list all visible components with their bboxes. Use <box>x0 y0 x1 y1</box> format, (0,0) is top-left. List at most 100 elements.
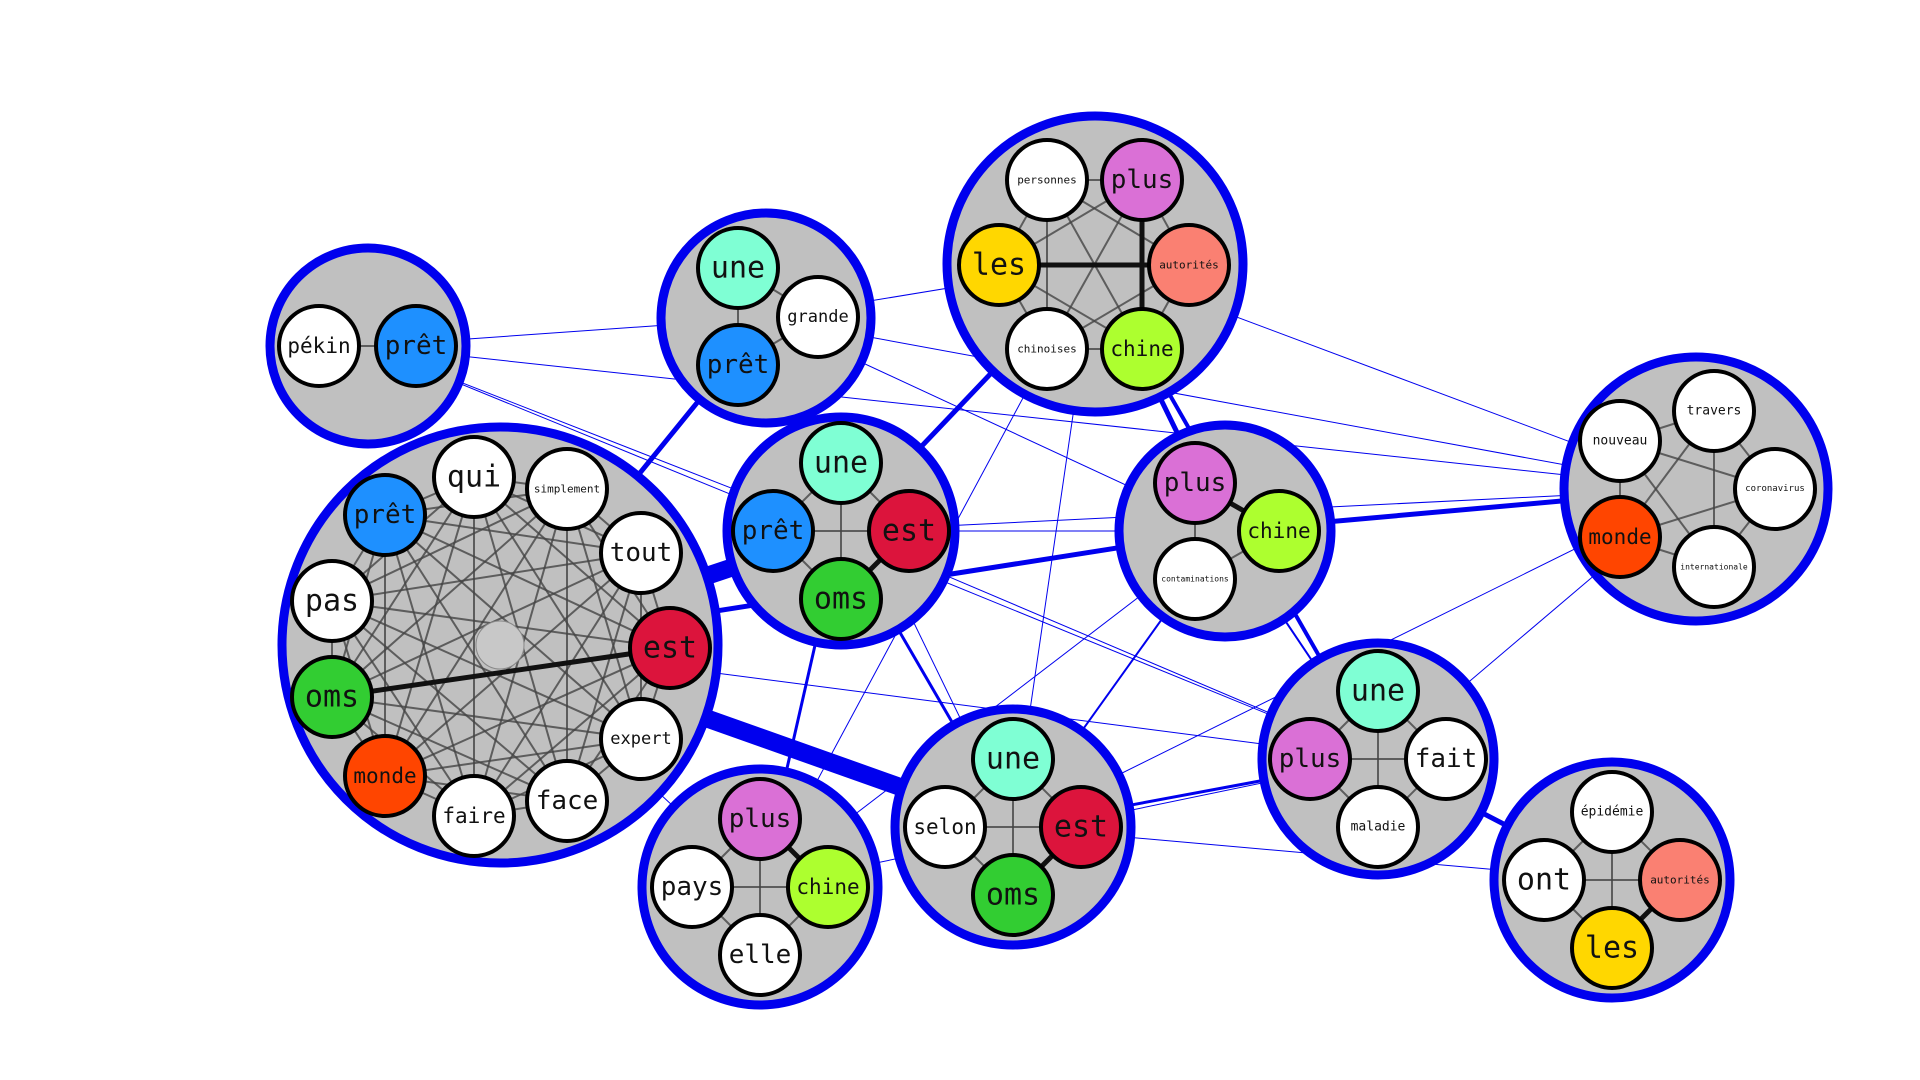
word-edge <box>384 514 475 817</box>
strong-word-edge <box>331 645 671 700</box>
cluster-center-hole <box>475 620 525 670</box>
word-label: les <box>972 248 1026 283</box>
word-label: pas <box>305 584 359 619</box>
word-label: chinoises <box>1017 343 1077 356</box>
word-node-circle <box>432 774 516 858</box>
word-node[interactable]: qui <box>432 435 516 519</box>
word-node-circle <box>1336 785 1420 869</box>
word-edge <box>473 476 671 649</box>
word-node[interactable]: chine <box>1100 307 1184 391</box>
word-node[interactable]: pas <box>290 559 374 643</box>
word-label: plus <box>1279 744 1342 774</box>
word-node[interactable]: plus <box>1100 138 1184 222</box>
cluster-travers: travers coronavirus internationale monde nou… <box>1559 352 1833 626</box>
word-node-circle <box>971 717 1055 801</box>
word-node[interactable]: personnes <box>1005 138 1089 222</box>
word-node[interactable]: fait <box>1404 717 1488 801</box>
word-node[interactable]: expert <box>599 697 683 781</box>
word-node[interactable]: épidémie <box>1570 770 1654 854</box>
word-node-circle <box>432 435 516 519</box>
word-node-circle <box>599 697 683 781</box>
word-edge <box>331 476 475 698</box>
word-node-circle <box>650 845 734 929</box>
word-node-circle <box>1336 649 1420 733</box>
word-node[interactable]: les <box>957 223 1041 307</box>
word-node[interactable]: face <box>525 759 609 843</box>
word-node[interactable]: les <box>1570 906 1654 990</box>
word-node[interactable]: autorités <box>1638 838 1722 922</box>
word-label: oms <box>814 582 868 617</box>
word-edge <box>331 600 568 802</box>
word-label: ont <box>1517 863 1571 898</box>
word-node[interactable]: prêt <box>696 323 780 407</box>
word-node[interactable]: prêt <box>374 304 458 388</box>
word-node[interactable]: plus <box>1268 717 1352 801</box>
word-node-circle <box>1100 138 1184 222</box>
word-node-circle <box>374 304 458 388</box>
word-node[interactable]: chine <box>786 845 870 929</box>
word-node[interactable]: est <box>628 606 712 690</box>
word-node[interactable]: oms <box>290 655 374 739</box>
word-label: simplement <box>534 483 600 496</box>
word-node[interactable]: oms <box>799 557 883 641</box>
word-node[interactable]: chine <box>1237 489 1321 573</box>
word-node[interactable]: plus <box>1153 441 1237 525</box>
word-node[interactable]: prêt <box>731 489 815 573</box>
word-node[interactable]: une <box>696 226 780 310</box>
word-edge <box>384 514 568 802</box>
word-node[interactable]: travers <box>1672 369 1756 453</box>
word-label: selon <box>913 815 976 839</box>
word-node[interactable]: tout <box>599 511 683 595</box>
word-node-circle <box>1153 537 1237 621</box>
word-node[interactable]: coronavirus <box>1733 447 1817 531</box>
word-node-circle <box>718 777 802 861</box>
word-node[interactable]: elle <box>718 913 802 997</box>
word-node[interactable]: faire <box>432 774 516 858</box>
word-node-circle <box>799 557 883 641</box>
word-node-circle <box>1005 138 1089 222</box>
word-node-circle <box>1039 785 1123 869</box>
word-node-circle <box>599 511 683 595</box>
word-node[interactable]: simplement <box>525 447 609 531</box>
word-node[interactable]: est <box>867 489 951 573</box>
word-node-circle <box>290 655 374 739</box>
word-node[interactable]: oms <box>971 853 1055 937</box>
word-label: nouveau <box>1593 434 1648 449</box>
word-node-circle <box>1578 495 1662 579</box>
word-node[interactable]: une <box>971 717 1055 801</box>
cluster-epidemie: épidémie autorités les ont <box>1489 757 1735 1003</box>
word-node[interactable]: monde <box>343 734 427 818</box>
word-node[interactable]: maladie <box>1336 785 1420 869</box>
word-node-circle <box>1733 447 1817 531</box>
word-node-circle <box>957 223 1041 307</box>
word-node[interactable]: une <box>799 421 883 505</box>
word-node[interactable]: plus <box>718 777 802 861</box>
word-node[interactable]: chinoises <box>1005 307 1089 391</box>
inter-cluster-edge <box>765 317 1697 490</box>
word-node-circle <box>971 853 1055 937</box>
word-label: est <box>882 514 936 549</box>
word-node-circle <box>696 323 780 407</box>
word-label: coronavirus <box>1745 484 1805 494</box>
cluster-les-autorites: personnes plus autorités chine chinoises les <box>942 111 1248 417</box>
word-node[interactable]: selon <box>903 785 987 869</box>
word-node[interactable]: autorités <box>1147 223 1231 307</box>
word-node-circle <box>1100 307 1184 391</box>
word-node[interactable]: grande <box>776 275 860 359</box>
word-node-circle <box>799 421 883 505</box>
word-node[interactable]: pékin <box>277 304 361 388</box>
word-label: prêt <box>354 500 417 530</box>
word-node[interactable]: nouveau <box>1578 399 1662 483</box>
word-node[interactable]: prêt <box>343 473 427 557</box>
word-node[interactable]: une <box>1336 649 1420 733</box>
word-label: monde <box>353 764 416 788</box>
word-node[interactable]: est <box>1039 785 1123 869</box>
word-node[interactable]: monde <box>1578 495 1662 579</box>
word-node[interactable]: contaminations <box>1153 537 1237 621</box>
word-node-circle <box>1578 399 1662 483</box>
word-node[interactable]: pays <box>650 845 734 929</box>
word-node[interactable]: ont <box>1502 838 1586 922</box>
word-label: qui <box>447 460 501 495</box>
word-node[interactable]: internationale <box>1672 525 1756 609</box>
